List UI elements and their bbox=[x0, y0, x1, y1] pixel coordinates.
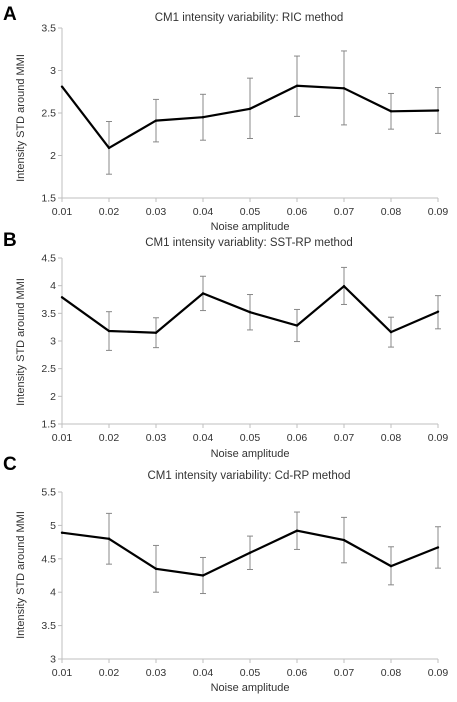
x-tick-label: 0.05 bbox=[240, 432, 261, 444]
panel-c: C CM1 intensity variability: Cd-RP metho… bbox=[3, 454, 448, 694]
x-tick-label: 0.04 bbox=[193, 206, 214, 218]
x-tick-label: 0.01 bbox=[52, 432, 73, 444]
y-axis-label-b: Intensity STD around MMI bbox=[15, 278, 27, 406]
data-point bbox=[342, 87, 346, 90]
x-tick-label: 0.08 bbox=[381, 432, 402, 444]
y-tick-label: 3 bbox=[50, 336, 56, 348]
x-tick-label: 0.03 bbox=[146, 432, 167, 444]
panel-b: B CM1 intensity variablity: SST-RP metho… bbox=[3, 230, 448, 460]
panel-letter-a: A bbox=[3, 4, 17, 25]
x-tick-label: 0.06 bbox=[287, 667, 308, 679]
x-tick-label: 0.08 bbox=[381, 667, 402, 679]
data-point bbox=[389, 110, 393, 113]
plot-area-b: 1.5 2 2.5 3 3.5 4 4.5 0.01 0.02 0.03 0.04 0.05 0.06 0… bbox=[41, 253, 448, 461]
y-axis-label-c: Intensity STD around MMI bbox=[15, 511, 27, 639]
x-tick-label: 0.03 bbox=[146, 667, 167, 679]
data-point bbox=[248, 107, 252, 110]
x-tick-label: 0.01 bbox=[52, 667, 73, 679]
x-tick-label: 0.03 bbox=[146, 206, 167, 218]
data-point bbox=[60, 296, 64, 299]
x-tick-label: 0.02 bbox=[99, 667, 120, 679]
y-tick-label: 4.5 bbox=[41, 553, 56, 565]
data-point bbox=[342, 538, 346, 542]
x-tick-label: 0.02 bbox=[99, 206, 120, 218]
x-axis-label-a: Noise amplitude bbox=[211, 221, 290, 233]
data-point bbox=[60, 85, 64, 88]
y-tick-label: 3.5 bbox=[41, 620, 56, 632]
y-tick-label: 2 bbox=[50, 150, 56, 162]
y-tick-label: 4 bbox=[50, 587, 56, 599]
data-point bbox=[436, 109, 440, 112]
y-tick-label: 4.5 bbox=[41, 253, 56, 265]
data-point bbox=[295, 84, 299, 88]
data-point bbox=[154, 567, 158, 571]
data-point bbox=[295, 324, 299, 327]
data-point bbox=[201, 116, 205, 119]
data-point bbox=[389, 330, 393, 334]
plot-area-a: 1.5 2 2.5 3 3.5 0.01 0.02 0.03 0.04 0.05 0.06 0.07 0… bbox=[41, 23, 448, 234]
data-point bbox=[248, 551, 252, 554]
y-tick-label: 5.5 bbox=[41, 487, 56, 499]
x-tick-label: 0.06 bbox=[287, 206, 308, 218]
x-tick-label: 0.05 bbox=[240, 667, 261, 679]
chart-title-a: CM1 intensity variability: RIC method bbox=[155, 12, 344, 24]
data-point bbox=[248, 311, 252, 314]
panel-letter-c: C bbox=[3, 454, 17, 475]
x-axis-label-b: Noise amplitude bbox=[211, 448, 290, 460]
y-axis-label-a: Intensity STD around MMI bbox=[15, 54, 27, 182]
data-point bbox=[342, 285, 346, 288]
x-tick-label: 0.05 bbox=[240, 206, 261, 218]
x-axis-label-c: Noise amplitude bbox=[211, 682, 290, 694]
x-tick-label: 0.09 bbox=[428, 667, 449, 679]
data-point bbox=[107, 146, 111, 150]
data-point bbox=[201, 292, 205, 295]
x-tick-label: 0.06 bbox=[287, 432, 308, 444]
data-point bbox=[295, 529, 299, 532]
y-tick-label: 2 bbox=[50, 391, 56, 403]
y-tick-label: 5 bbox=[50, 520, 56, 532]
y-tick-label: 1.5 bbox=[41, 193, 56, 205]
x-tick-label: 0.07 bbox=[334, 432, 355, 444]
x-tick-label: 0.01 bbox=[52, 206, 73, 218]
chart-title-b: CM1 intensity variablity: SST-RP method bbox=[145, 237, 353, 249]
panel-a: A CM1 intensity variability: RIC method … bbox=[3, 4, 448, 233]
data-point bbox=[60, 531, 64, 534]
y-tick-label: 4 bbox=[50, 280, 56, 292]
data-point bbox=[107, 537, 111, 540]
x-tick-label: 0.04 bbox=[193, 667, 214, 679]
x-tick-label: 0.09 bbox=[428, 206, 449, 218]
x-tick-label: 0.08 bbox=[381, 206, 402, 218]
y-tick-label: 3.5 bbox=[41, 308, 56, 320]
data-point bbox=[201, 574, 205, 577]
x-tick-label: 0.07 bbox=[334, 206, 355, 218]
y-tick-label: 2.5 bbox=[41, 108, 56, 120]
data-point bbox=[154, 331, 158, 334]
chart-title-c: CM1 intensity variability: Cd-RP method bbox=[147, 470, 350, 482]
data-point bbox=[107, 329, 111, 333]
data-point bbox=[389, 564, 393, 568]
y-tick-label: 2.5 bbox=[41, 363, 56, 375]
data-point bbox=[436, 310, 440, 313]
panel-letter-b: B bbox=[3, 230, 17, 251]
x-tick-label: 0.04 bbox=[193, 432, 214, 444]
y-tick-label: 3 bbox=[50, 65, 56, 77]
y-tick-label: 1.5 bbox=[41, 419, 56, 431]
data-point bbox=[154, 119, 158, 122]
x-tick-label: 0.07 bbox=[334, 667, 355, 679]
plot-area-c: 3 3.5 4 4.5 5 5.5 0.01 0.02 0.03 0.04 0.05 0.06 0.07… bbox=[41, 487, 448, 695]
x-tick-label: 0.09 bbox=[428, 432, 449, 444]
y-tick-label: 3 bbox=[50, 654, 56, 666]
x-tick-label: 0.02 bbox=[99, 432, 120, 444]
y-tick-label: 3.5 bbox=[41, 23, 56, 35]
data-point bbox=[436, 546, 440, 549]
